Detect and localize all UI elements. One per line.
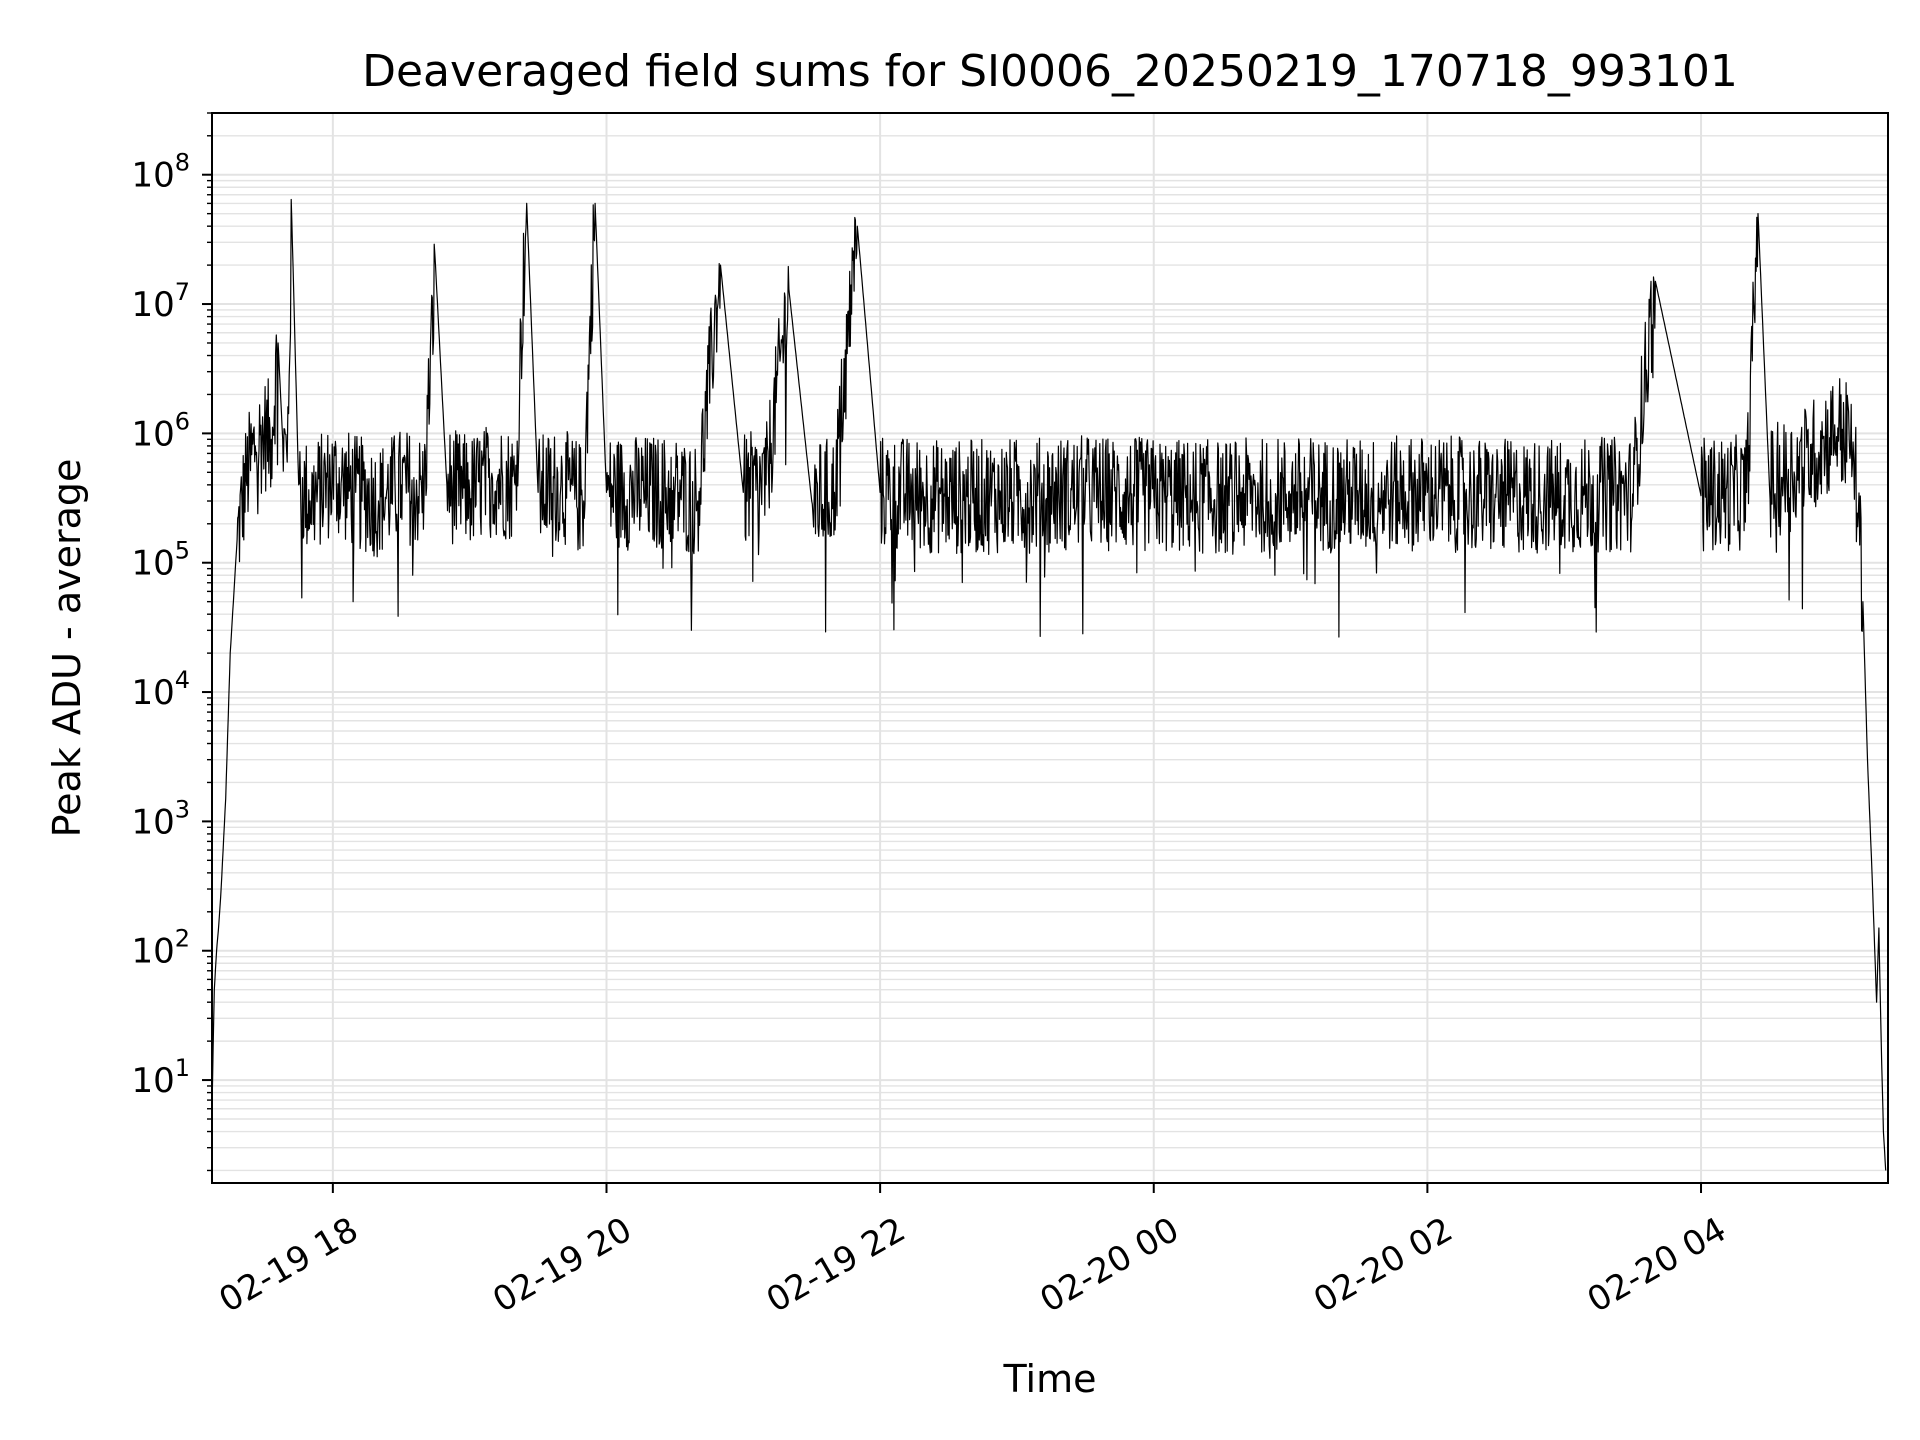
y-tick-label: 106 bbox=[131, 407, 190, 454]
x-axis: 02-19 18 02-19 20 02-19 22 02-20 00 02-20 02… bbox=[213, 1183, 1733, 1321]
y-tick-exponent: 3 bbox=[175, 795, 190, 823]
grid-lines bbox=[212, 112, 1888, 1183]
y-tick-label: 101 bbox=[131, 1054, 190, 1101]
y-tick-base: 10 bbox=[131, 802, 174, 842]
y-tick-label: 102 bbox=[131, 925, 190, 972]
y-tick-base: 10 bbox=[131, 673, 174, 713]
chart-title: Deaveraged field sums for SI0006_2025021… bbox=[362, 46, 1738, 97]
y-tick-base: 10 bbox=[131, 544, 174, 584]
y-tick-exponent: 5 bbox=[175, 537, 190, 565]
y-tick-label: 107 bbox=[131, 278, 190, 325]
y-tick-label: 103 bbox=[131, 795, 190, 842]
plot-frame bbox=[211, 112, 1889, 1184]
y-tick-exponent: 2 bbox=[175, 925, 190, 953]
y-tick-exponent: 8 bbox=[175, 149, 190, 177]
x-tick-label: 02-19 22 bbox=[760, 1210, 912, 1321]
y-tick-base: 10 bbox=[131, 414, 174, 454]
x-tick-label: 02-20 04 bbox=[1581, 1210, 1733, 1321]
y-tick-exponent: 7 bbox=[175, 278, 190, 306]
x-tick-label: 02-20 02 bbox=[1307, 1210, 1459, 1321]
y-tick-label: 104 bbox=[131, 666, 190, 713]
x-tick-label: 02-19 20 bbox=[486, 1210, 638, 1321]
y-tick-base: 10 bbox=[131, 1061, 174, 1101]
y-tick-label: 105 bbox=[131, 537, 190, 584]
y-axis-label: Peak ADU - average bbox=[45, 459, 89, 838]
y-tick-base: 10 bbox=[131, 932, 174, 972]
x-tick-label: 02-20 00 bbox=[1033, 1210, 1185, 1321]
series-line bbox=[211, 198, 1887, 1171]
y-tick-exponent: 6 bbox=[175, 407, 190, 435]
y-tick-exponent: 1 bbox=[175, 1054, 190, 1082]
x-axis-label: Time bbox=[1003, 1357, 1097, 1401]
y-tick-label: 108 bbox=[131, 149, 190, 196]
y-tick-base: 10 bbox=[131, 156, 174, 196]
y-tick-exponent: 4 bbox=[175, 666, 190, 694]
y-tick-base: 10 bbox=[131, 285, 174, 325]
x-tick-label: 02-19 18 bbox=[213, 1210, 365, 1321]
